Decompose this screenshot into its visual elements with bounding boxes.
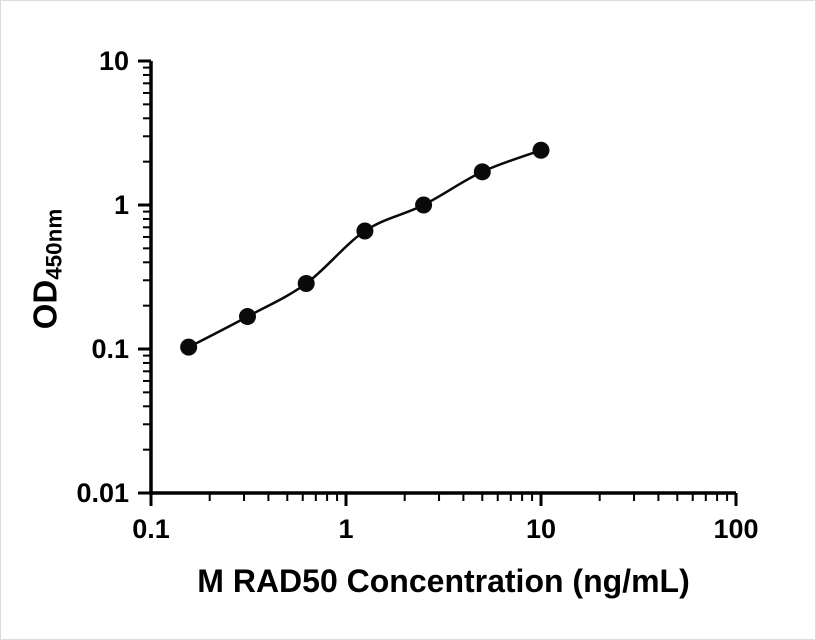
y-axis-title-main: OD <box>26 279 64 330</box>
x-tick-label: 100 <box>713 514 758 544</box>
y-tick-label: 1 <box>114 190 129 220</box>
data-point <box>473 163 491 181</box>
y-tick-label: 10 <box>99 46 129 76</box>
y-axis-title: OD450nm <box>27 209 68 330</box>
y-tick-label: 0.01 <box>76 478 129 508</box>
data-point <box>180 338 198 356</box>
data-point <box>297 275 315 293</box>
x-tick-label: 10 <box>526 514 556 544</box>
x-tick-label: 1 <box>338 514 353 544</box>
y-tick-label: 0.1 <box>91 334 129 364</box>
x-tick-label: 0.1 <box>132 514 170 544</box>
data-point <box>532 141 550 159</box>
data-point <box>415 196 433 214</box>
data-point <box>356 222 374 240</box>
y-axis-title-subscript: 450nm <box>41 208 67 280</box>
data-point <box>238 308 256 326</box>
x-axis-title: M RAD50 Concentration (ng/mL) <box>197 563 690 599</box>
